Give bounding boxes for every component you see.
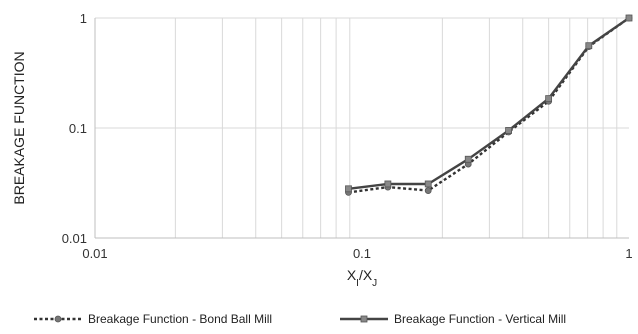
data-point-vertical-mill bbox=[424, 180, 432, 188]
data-point-vertical-mill bbox=[384, 180, 392, 188]
y-tick-label: 1 bbox=[80, 11, 87, 26]
series-layer bbox=[345, 14, 633, 196]
data-point-vertical-mill bbox=[345, 185, 352, 193]
data-point-vertical-mill bbox=[505, 127, 512, 134]
data-point-vertical-mill bbox=[585, 42, 593, 50]
legend-label-vertical-mill: Breakage Function - Vertical Mill bbox=[394, 312, 566, 326]
x-axis-title: XI/XJ bbox=[347, 267, 377, 289]
data-point-vertical-mill bbox=[464, 155, 472, 163]
series-line-vertical-mill bbox=[348, 17, 630, 190]
y-tick-label: 0.01 bbox=[62, 231, 87, 246]
axis-layer bbox=[94, 18, 629, 239]
legend-label-bond-ball-mill: Breakage Function - Bond Ball Mill bbox=[88, 312, 272, 326]
legend-marker-vertical-mill bbox=[360, 315, 368, 323]
x-tick-label: 0.01 bbox=[82, 246, 107, 261]
x-tick-label: 1 bbox=[625, 246, 632, 261]
label-layer: 0.01 0.1 1 0.01 0.1 1 BREAKAGE FUNCTION XI/XJ bbox=[11, 11, 633, 289]
x-tick-label: 0.1 bbox=[353, 246, 371, 261]
y-tick-label: 0.1 bbox=[69, 121, 87, 136]
grid-layer bbox=[95, 17, 629, 239]
legend: Breakage Function - Bond Ball Mill Breaka… bbox=[34, 312, 566, 326]
data-point-bond-ball-mill bbox=[424, 187, 432, 194]
data-point-vertical-mill bbox=[625, 14, 633, 22]
y-axis-title: BREAKAGE FUNCTION bbox=[11, 51, 27, 204]
data-point-vertical-mill bbox=[545, 95, 553, 103]
legend-marker-bond-ball-mill bbox=[54, 315, 62, 323]
